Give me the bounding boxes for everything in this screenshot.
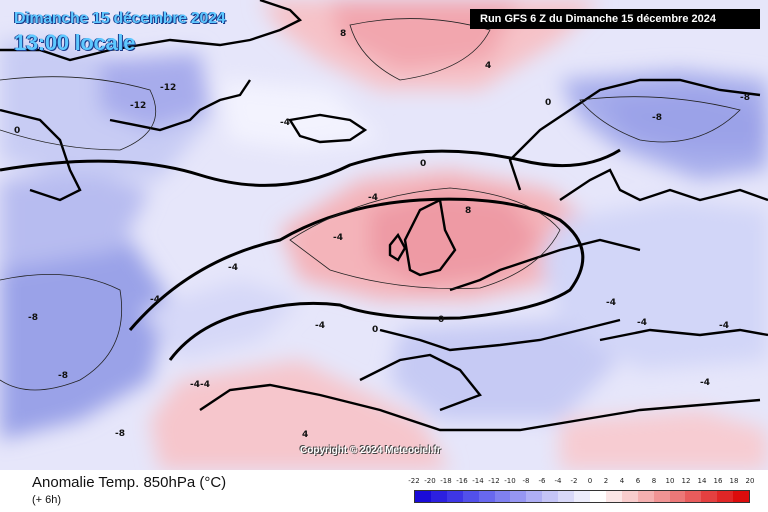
forecast-local-time: 13:00 locale [14, 30, 136, 55]
coastlines [0, 0, 768, 432]
label-minus-8-west-2: -8 [58, 371, 68, 381]
legend-tick-label: -18 [440, 477, 452, 485]
forecast-offset: (+ 6h) [32, 494, 62, 506]
label-minus-4-atlantic: -4 [333, 233, 343, 243]
label-zero-scandinavia: 0 [545, 98, 551, 108]
zero-contours [0, 148, 621, 361]
legend-labels: -22 -20 -18 -16 -14 -12 -10 -8 -6 -4 -2 0 2 4 6 8 10 12 14… [408, 477, 754, 489]
legend-tick-label: 8 [651, 477, 657, 485]
color-legend [414, 490, 750, 503]
map-label-layer: -12 -12 -8 -8 -4 -4 -4 -4 4 8 8 4 -8 -4 … [14, 29, 750, 440]
legend-tick-label: 4 [619, 477, 625, 485]
legend-swatch [733, 491, 750, 502]
legend-tick-label: -10 [504, 477, 516, 485]
legend-swatch [605, 491, 622, 502]
label-minus-4-4-atlantic: -4-4 [190, 380, 210, 390]
label-zero-atlantic: 0 [420, 159, 426, 169]
legend-tick-label: 6 [635, 477, 641, 485]
legend-swatch [494, 491, 511, 502]
label-zero-europe: 0 [438, 315, 444, 325]
legend-tick-label: -12 [488, 477, 500, 485]
anomaly-map: -12 -12 -8 -8 -4 -4 -4 -4 4 8 8 4 -8 -4 … [0, 0, 768, 470]
legend-swatch [558, 491, 575, 502]
label-minus-4-ukraine: -4 [719, 321, 729, 331]
legend-tick-label: -16 [456, 477, 468, 485]
legend-tick-label: -14 [472, 477, 484, 485]
label-minus-4-atlantic-3: -4 [150, 295, 160, 305]
label-plus-8-uk: 8 [465, 206, 471, 216]
legend-swatch [717, 491, 734, 502]
label-minus-12-greenland-2: -12 [160, 83, 176, 93]
legend-tick-label: 18 [729, 477, 739, 485]
label-minus-4-east-europe: -4 [637, 318, 647, 328]
legend-tick-label: -4 [554, 477, 562, 485]
label-minus-4-balkans: -4 [606, 298, 616, 308]
label-minus-4-atlantic-2: -4 [315, 321, 325, 331]
label-minus-12-greenland: -12 [130, 101, 146, 111]
legend-swatch [621, 491, 638, 502]
legend-tick-label: -8 [522, 477, 530, 485]
legend-swatch [510, 491, 527, 502]
legend-tick-label: 16 [713, 477, 723, 485]
label-plus-4-sahara: 4 [302, 430, 308, 440]
legend-swatch [685, 491, 702, 502]
legend-swatch [701, 491, 718, 502]
legend-swatch [574, 491, 590, 502]
legend-swatch [462, 491, 479, 502]
label-minus-4-turkey: -4 [700, 378, 710, 388]
label-minus-8-west: -8 [28, 313, 38, 323]
label-minus-8-urals: -8 [740, 93, 750, 103]
legend-swatch [526, 491, 543, 502]
legend-swatch [415, 491, 431, 502]
label-minus-4-iberia: -4 [280, 118, 290, 128]
label-plus-8-arctic: 8 [340, 29, 346, 39]
legend-swatch [669, 491, 686, 502]
legend-tick-label: -22 [408, 477, 420, 485]
legend-swatch [653, 491, 670, 502]
legend-tick-label: 10 [665, 477, 675, 485]
label-plus-4-north: 4 [485, 61, 491, 71]
legend-tick-label: 12 [681, 477, 691, 485]
map-title: Anomalie Temp. 850hPa (°C) [32, 474, 227, 491]
legend-swatch [542, 491, 559, 502]
label-minus-8-russia: -8 [652, 113, 662, 123]
legend-swatch [446, 491, 463, 502]
forecast-date: Dimanche 15 décembre 2024 [14, 10, 226, 27]
legend-swatch [478, 491, 495, 502]
legend-swatch [430, 491, 447, 502]
legend-tick-label: 20 [745, 477, 755, 485]
legend-tick-label: 0 [587, 477, 593, 485]
map-footer: Anomalie Temp. 850hPa (°C) (+ 6h) -22 -20… [0, 470, 768, 512]
legend-tick-label: 14 [697, 477, 707, 485]
legend-swatch [589, 491, 606, 502]
legend-tick-label: -2 [570, 477, 578, 485]
legend-swatch [637, 491, 654, 502]
run-info-banner: Run GFS 6 Z du Dimanche 15 décembre 2024 [470, 9, 760, 29]
copyright-text: Copyright © 2024 Meteociel.fr [300, 445, 441, 456]
label-minus-8-bottom-left: -8 [115, 429, 125, 439]
legend-tick-label: -20 [424, 477, 436, 485]
legend-tick-label: 2 [603, 477, 609, 485]
label-minus-4-west-atlantic: -4 [228, 263, 238, 273]
label-zero-north-africa: 0 [372, 325, 378, 335]
map-canvas: -12 -12 -8 -8 -4 -4 -4 -4 4 8 8 4 -8 -4 … [0, 0, 768, 470]
label-minus-4-mid-atlantic: -4 [368, 193, 378, 203]
legend-tick-label: -6 [538, 477, 546, 485]
label-zero-greenland: 0 [14, 126, 20, 136]
minor-contours [0, 18, 741, 391]
